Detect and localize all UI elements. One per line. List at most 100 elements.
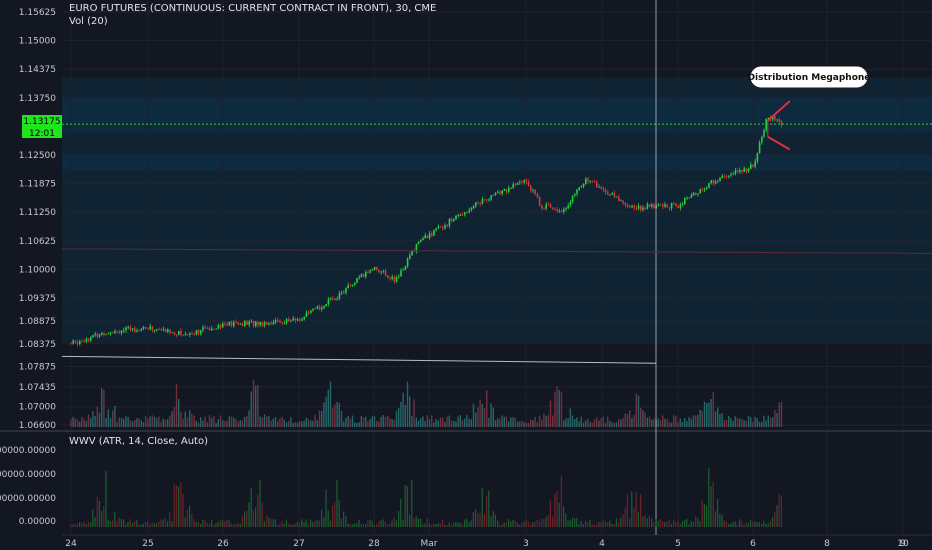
volume-bar bbox=[774, 410, 776, 427]
oscillator-bar bbox=[239, 523, 241, 527]
volume-bar bbox=[290, 417, 292, 427]
candle-body bbox=[732, 173, 734, 175]
oscillator-bar bbox=[644, 514, 646, 527]
candle-body bbox=[98, 335, 101, 337]
candle-body bbox=[776, 119, 778, 121]
candle-body bbox=[734, 170, 737, 174]
volume-bar bbox=[756, 418, 758, 427]
oscillator-bar bbox=[140, 524, 142, 527]
volume-bar bbox=[404, 405, 406, 427]
volume-bar bbox=[202, 420, 204, 427]
candle-body bbox=[274, 320, 277, 323]
candle-body bbox=[103, 333, 105, 335]
callout: Distribution Megaphone bbox=[748, 65, 870, 89]
oscillator-bar bbox=[721, 514, 723, 527]
oscillator-bar bbox=[314, 521, 316, 527]
volume-bar bbox=[125, 416, 127, 427]
volume-bar bbox=[670, 422, 673, 427]
axes: 1.15625 1.15000 1.14375 1.13750 1.12500 1.118… bbox=[0, 8, 909, 549]
volume-bar bbox=[74, 418, 76, 427]
candle-body bbox=[554, 208, 556, 210]
oscillator-bar bbox=[171, 521, 173, 527]
volume-bar bbox=[563, 420, 565, 427]
oscillator-bar bbox=[277, 524, 279, 527]
volume-bar bbox=[767, 415, 769, 427]
candle-body bbox=[444, 225, 446, 229]
candle-body bbox=[585, 178, 587, 184]
volume-bar bbox=[226, 421, 228, 427]
volume-bar bbox=[714, 411, 717, 427]
volume-bar bbox=[274, 417, 277, 427]
volume-bar bbox=[301, 421, 303, 427]
volume-bar bbox=[279, 418, 281, 427]
oscillator-bar bbox=[219, 519, 221, 527]
volume-bar bbox=[486, 390, 488, 427]
candle-body bbox=[257, 321, 259, 326]
oscillator-bar bbox=[420, 518, 422, 527]
candle-body bbox=[666, 204, 668, 208]
oscillator-bar bbox=[356, 523, 358, 527]
candle-body bbox=[439, 226, 442, 228]
oscillator-bar bbox=[310, 519, 312, 527]
volume-bar bbox=[455, 421, 457, 427]
candle-body bbox=[329, 297, 332, 300]
candle-body bbox=[466, 211, 468, 213]
volume-bar bbox=[120, 418, 123, 427]
volume-bar bbox=[578, 421, 580, 427]
volume-bar bbox=[246, 416, 248, 427]
candle-body bbox=[442, 227, 444, 229]
time-tick-label: 10 bbox=[897, 539, 909, 549]
volume-bar bbox=[250, 391, 252, 427]
volume-bar bbox=[668, 421, 670, 427]
oscillator-bar bbox=[435, 523, 437, 527]
oscillator-bar bbox=[444, 524, 446, 527]
time-tick-label: 4 bbox=[599, 539, 605, 549]
volume-bar bbox=[391, 419, 393, 427]
volume-bar bbox=[373, 416, 376, 427]
candle-body bbox=[213, 328, 215, 330]
volume-bar bbox=[637, 395, 640, 427]
volume-bar bbox=[90, 417, 92, 427]
candle-body bbox=[503, 189, 506, 191]
oscillator-bar bbox=[701, 499, 703, 527]
candle-body bbox=[615, 196, 618, 198]
candle-body bbox=[486, 199, 488, 201]
price-tick-label: 1.10000 bbox=[19, 265, 56, 275]
candle-body bbox=[268, 323, 270, 325]
candle-body bbox=[96, 333, 99, 337]
candle-body bbox=[83, 341, 85, 343]
oscillator-bar bbox=[455, 522, 457, 527]
oscillator-bar bbox=[252, 510, 254, 527]
volume-bar bbox=[435, 419, 437, 427]
volume-bar bbox=[299, 421, 301, 427]
candle-body bbox=[160, 329, 162, 331]
candle-body bbox=[404, 266, 407, 270]
candle-body bbox=[136, 330, 138, 332]
oscillator-bar bbox=[780, 496, 782, 527]
volume-bar bbox=[587, 418, 589, 427]
oscillator-bar bbox=[596, 524, 598, 527]
oscillator-bar bbox=[354, 523, 356, 527]
candle-body bbox=[153, 330, 156, 331]
volume-bar bbox=[479, 399, 481, 427]
candle-body bbox=[464, 212, 466, 215]
candle-body bbox=[591, 181, 594, 182]
oscillator-bar bbox=[167, 520, 169, 527]
candle-body bbox=[640, 205, 642, 210]
candle-body bbox=[112, 332, 114, 334]
oscillator-bar bbox=[571, 517, 573, 527]
volume-bar bbox=[763, 415, 765, 427]
oscillator-bar bbox=[290, 524, 292, 527]
oscillator-bar bbox=[703, 504, 705, 527]
volume-bar bbox=[263, 414, 266, 427]
candle-body bbox=[565, 207, 567, 210]
candle-body bbox=[574, 193, 576, 196]
oscillator-bar bbox=[633, 507, 635, 527]
candle-body bbox=[296, 319, 299, 321]
oscillator-bar bbox=[109, 521, 111, 527]
oscillator-bar bbox=[734, 521, 736, 527]
oscillator-bar bbox=[241, 516, 243, 527]
candle-body bbox=[686, 198, 688, 199]
candle-body bbox=[299, 319, 301, 321]
